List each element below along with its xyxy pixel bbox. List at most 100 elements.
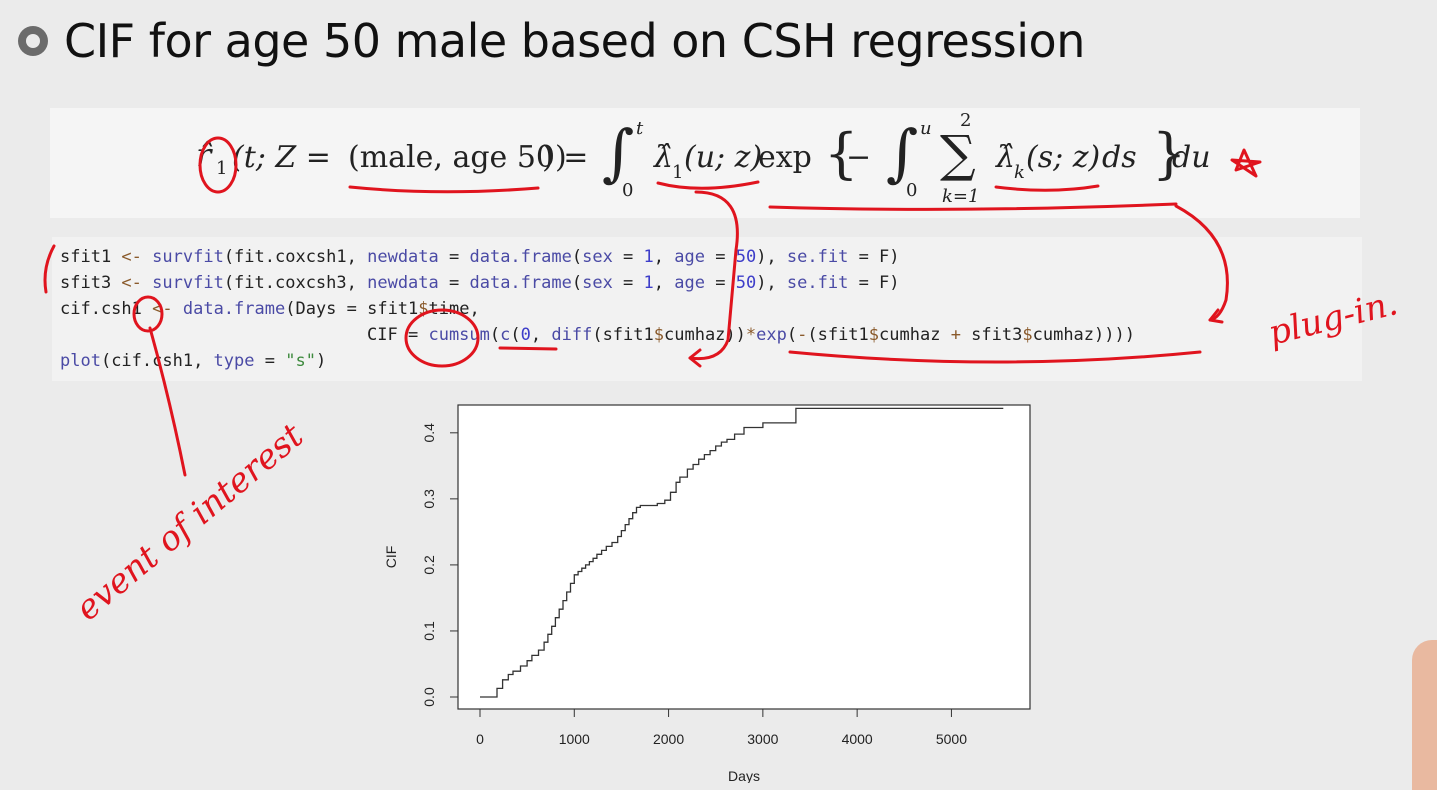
code-token: se.fit <box>786 273 849 293</box>
code-token: = <box>704 273 736 293</box>
code-token: = <box>612 247 644 267</box>
slide-title: CIF for age 50 male based on CSH regress… <box>64 14 1085 68</box>
formula-lambda-k: λ̂ <box>996 140 1016 175</box>
code-token: CIF = <box>60 325 429 345</box>
code-token: data.frame <box>182 299 286 319</box>
code-line: CIF = cumsum(c(0, diff(sfit1$cumhaz))*ex… <box>60 322 1135 348</box>
code-token: data.frame <box>469 247 572 267</box>
code-token: sfit3 <box>60 273 122 293</box>
formula-integral-2: ∫ <box>886 116 919 189</box>
code-token: ( <box>786 325 798 345</box>
cif-plot: 0 1000 2000 3000 4000 5000 0.0 0.1 0.2 0.3 0.4 Day… <box>383 404 1031 783</box>
x-tick-label: 3000 <box>747 731 778 747</box>
code-line: plot(cif.csh1, type = "s") <box>60 348 1135 374</box>
code-token: time, <box>428 299 480 319</box>
code-token: = <box>438 247 470 267</box>
cif-formula: r̂ 1 (t; Z = (male, age 50) ) = ∫ t 0 λ̂… <box>196 110 1226 214</box>
code-line: cif.csh1 <- data.frame(Days = sfit1$time… <box>60 296 1135 322</box>
x-tick-label: 2000 <box>653 731 684 747</box>
code-token: newdata <box>367 273 439 293</box>
code-token: , <box>653 247 675 267</box>
x-tick-label: 5000 <box>936 731 967 747</box>
code-token: ( <box>510 325 521 345</box>
y-tick-label: 0.1 <box>421 621 437 641</box>
formula-r-subscript: 1 <box>216 158 228 179</box>
code-token: <- <box>152 299 173 319</box>
code-token: age <box>674 273 705 293</box>
code-token: (fit.coxcsh3, <box>223 273 368 293</box>
code-token: , <box>653 273 675 293</box>
code-token: (cif.csh1, <box>100 351 214 371</box>
code-token: cumhaz)))) <box>1032 325 1135 345</box>
code-token: ), <box>756 273 787 293</box>
code-token: data.frame <box>469 273 572 293</box>
code-token: $ <box>1022 325 1033 345</box>
presenter-hand <box>1412 640 1437 790</box>
code-token: = <box>704 247 736 267</box>
code-token: (sfit1 <box>807 325 869 345</box>
code-token: c <box>500 325 511 345</box>
code-token: sex <box>582 273 613 293</box>
y-tick-label: 0.4 <box>421 423 437 443</box>
code-token: 1 <box>643 247 654 267</box>
y-tick-label: 0.3 <box>421 489 437 509</box>
plot-axes: 0 1000 2000 3000 4000 5000 0.0 0.1 0.2 0.3 0.4 <box>421 423 967 747</box>
cif-step-line <box>480 407 1004 698</box>
code-token: ( <box>571 247 583 267</box>
code-token: , <box>530 325 552 345</box>
code-token: <- <box>121 273 142 293</box>
code-token: "s" <box>285 351 316 371</box>
code-token <box>173 299 183 319</box>
code-token: 50 <box>735 247 757 267</box>
code-token: sfit1 <box>60 247 122 267</box>
plot-x-label: Days <box>728 768 760 783</box>
x-tick-label: 0 <box>476 731 484 747</box>
code-token: age <box>674 247 705 267</box>
note-event-of-interest: event of interest <box>68 416 311 629</box>
code-line: sfit3 <- survfit(fit.coxcsh3, newdata = … <box>60 270 1135 296</box>
code-token: (fit.coxcsh1, <box>223 247 368 267</box>
code-token: ( <box>571 273 583 293</box>
formula-lambda-1-subscript: 1 <box>672 162 684 183</box>
y-tick-label: 0.0 <box>421 687 437 707</box>
formula-exp: exp <box>758 140 812 175</box>
formula-sum-lower: k=1 <box>942 186 980 207</box>
code-token: 50 <box>735 273 757 293</box>
code-token: cif.csh1 <box>60 299 153 319</box>
x-tick-label: 4000 <box>842 731 873 747</box>
formula-ds: ds <box>1102 140 1137 175</box>
code-token: ) <box>315 351 327 371</box>
code-token: 0 <box>520 325 531 345</box>
formula-r-hat: r̂ <box>196 136 212 174</box>
formula-lambda-1: λ̂ <box>654 140 674 175</box>
formula-brace-open: { <box>824 122 859 185</box>
code-token: = <box>612 273 644 293</box>
code-token: cumsum <box>428 325 490 345</box>
plot-y-label: CIF <box>383 546 399 569</box>
code-token: diff <box>551 325 593 345</box>
code-token: $ <box>653 325 664 345</box>
formula-lhs-group: (male, age 50) <box>348 140 567 175</box>
formula-integral-1: ∫ <box>602 116 635 189</box>
formula-du: du <box>1172 140 1211 175</box>
code-token: cumhaz <box>879 325 951 345</box>
code-token: + <box>950 325 961 345</box>
code-token: = F) <box>848 273 900 293</box>
formula-integral-2-lower: 0 <box>906 180 918 201</box>
formula-integral-2-upper: u <box>920 118 932 139</box>
formula-lhs-args: (t; Z = <box>232 140 331 175</box>
code-token: * <box>745 325 757 345</box>
formula-lambda-k-args: (s; z) <box>1026 140 1101 175</box>
formula-lhs-close: ) = <box>542 140 589 175</box>
code-token: = F) <box>848 247 900 267</box>
code-token: plot <box>60 351 101 371</box>
formula-sum-sign: ∑ <box>940 125 976 183</box>
code-token <box>142 247 152 267</box>
code-token: 1 <box>643 273 654 293</box>
formula-integral-1-upper: t <box>636 118 644 139</box>
formula-minus: − <box>846 140 872 175</box>
formula-brace-close: } <box>1152 122 1187 185</box>
code-token: cumhaz)) <box>664 325 746 345</box>
code-token: <- <box>121 247 142 267</box>
